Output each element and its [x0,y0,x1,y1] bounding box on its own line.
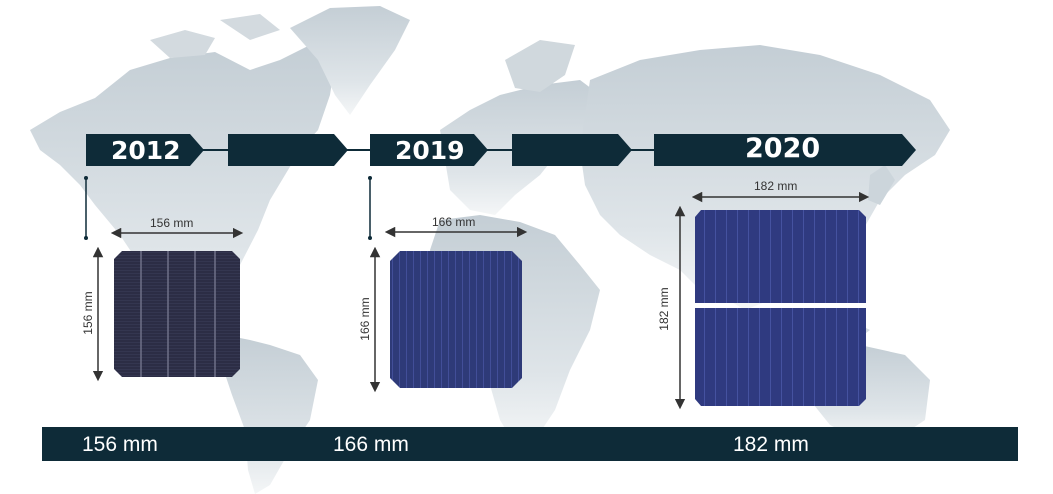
cell-2020 [695,210,866,406]
connector-dot-2012-top [84,176,88,180]
cell-2012 [114,251,240,377]
arctic-islands-shape [150,14,280,58]
bottom-label-182: 182 mm [733,433,809,456]
scandinavia-shape [505,40,575,92]
north-america-shape [30,45,335,340]
cell-2019-width-label: 166 mm [432,215,476,229]
connector-dot-2012-bottom [84,236,88,240]
year-label-2012: 2012 [111,136,181,165]
bottom-label-166: 166 mm [333,433,409,456]
cell-2019-wafer [390,251,522,388]
bottom-size-bar [42,427,1018,461]
year-label-2020: 2020 [745,133,821,164]
cell-2020-width-label: 182 mm [754,179,798,193]
cell-2019-height-label: 166 mm [358,297,372,341]
connector-dot-2019-top [368,176,372,180]
asia-shape [580,45,950,310]
cell-2020-wafer-top [695,210,866,303]
timeline-segment-2019 [370,134,488,166]
bottom-label-156: 156 mm [82,433,158,456]
timeline-segment-2020 [654,134,916,166]
cell-2020-wafer-bottom [695,308,866,406]
year-label-2019: 2019 [395,136,465,165]
cell-2019 [390,251,522,388]
connector-dot-2019-bottom [368,236,372,240]
cell-2012-wafer [114,251,240,377]
timeline-segment-blank-2 [512,134,632,166]
greenland-shape [290,6,410,115]
cell-2012-width-label: 156 mm [150,216,194,230]
south-america-shape [222,335,318,494]
cell-2020-height-label: 182 mm [657,287,671,331]
japan-shape [868,165,895,205]
timeline-segment-2012 [86,134,204,166]
timeline-segment-blank-1 [228,134,348,166]
cell-2012-height-label: 156 mm [81,291,95,335]
